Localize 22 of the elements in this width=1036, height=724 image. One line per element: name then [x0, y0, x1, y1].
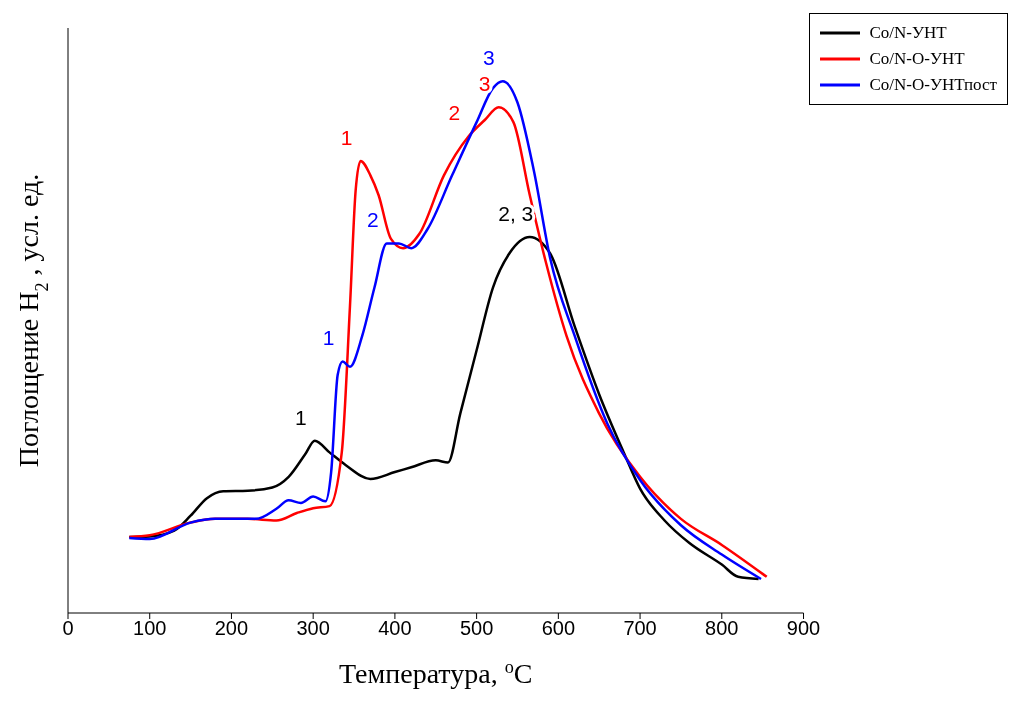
annotation: 1	[340, 125, 353, 149]
annotation: 2	[448, 101, 461, 125]
legend-label: Co/N-УНТ	[869, 22, 947, 44]
x-tick-label: 600	[541, 617, 576, 640]
legend-label: Co/N-O-УНТпост	[869, 74, 997, 96]
x-tick-label: 0	[62, 617, 74, 640]
x-tick-label: 100	[133, 617, 167, 640]
annotation: 3	[482, 46, 495, 70]
x-tick-label: 200	[214, 617, 249, 640]
annotation: 1	[322, 326, 335, 350]
x-tick-label: 700	[623, 617, 657, 640]
annotation: 2	[366, 208, 379, 232]
legend-label: Co/N-O-УНТ	[869, 48, 965, 70]
x-tick-label: 800	[705, 617, 739, 640]
x-tick-label: 500	[459, 617, 494, 640]
x-tick-label: 900	[786, 617, 821, 640]
annotation: 3	[478, 72, 491, 96]
x-axis-title: Температура, $^{o}$C	[339, 657, 533, 689]
x-tick-label: 400	[378, 617, 412, 640]
annotation: 2, 3	[498, 202, 534, 225]
x-tick-label: 300	[296, 617, 330, 640]
annotation: 1	[294, 405, 307, 429]
